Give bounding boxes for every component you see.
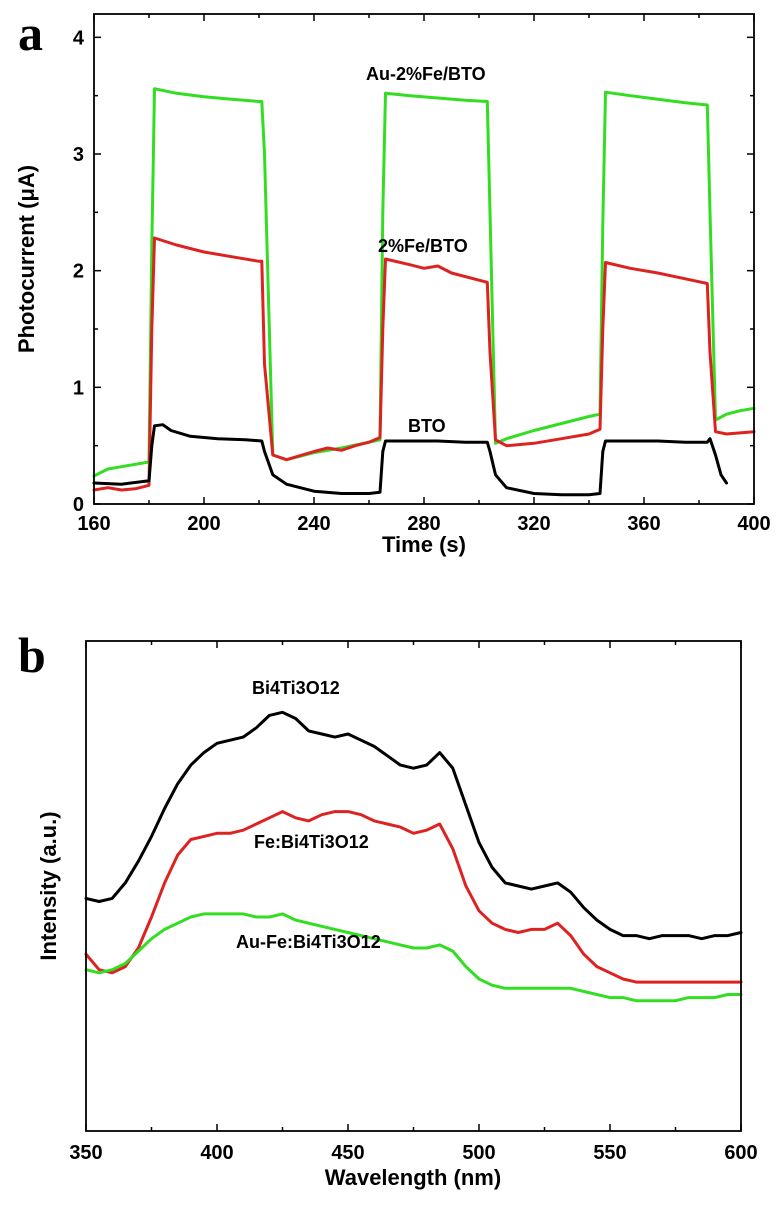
annotation-bi4ti3o12: Bi4Ti3O12: [252, 678, 340, 698]
panel-a-x-ticks: 160 200 240 280 320 360 400: [77, 14, 771, 535]
x-tick-label: 200: [187, 513, 220, 535]
panel-b-x-ticks: 350 400 450 500 550 600: [69, 641, 758, 1164]
y-tick-label: 3: [73, 144, 84, 166]
panel-a-y-ticks: 0 1 2 3 4: [73, 27, 754, 516]
panel-b: b 350 400 450 500 550 600 Wavelength (nm) Int…: [18, 627, 758, 1190]
panel-a: a 160 200 240 280 320 360 400 0 1 2 3 4 Time (s) P…: [14, 5, 771, 557]
x-tick-label: 600: [724, 1142, 757, 1164]
x-tick-label: 320: [517, 513, 550, 535]
annotation-au-2-fe-bto: Au-2%Fe/BTO: [366, 64, 486, 84]
x-tick-label: 400: [200, 1142, 233, 1164]
x-tick-label: 350: [69, 1142, 102, 1164]
panel-a-y-axis-title: Photocurrent (μA): [14, 165, 39, 353]
panel-b-series-group: [84, 710, 743, 1003]
annotation-bto: BTO: [408, 416, 446, 436]
series-line-au-2-fe-bto: [92, 87, 756, 478]
x-tick-label: 550: [593, 1142, 626, 1164]
series-line-au-fe-bi4ti3o12: [84, 912, 743, 1003]
series-line-bto: [92, 423, 728, 497]
panel-a-letter: a: [18, 5, 43, 61]
x-tick-label: 500: [462, 1142, 495, 1164]
panel-a-series-group: [92, 87, 756, 497]
annotation-fe-bi4ti3o12: Fe:Bi4Ti3O12: [254, 832, 369, 852]
panel-b-y-axis-title: Intensity (a.u.): [36, 811, 61, 960]
panel-a-x-axis-title: Time (s): [382, 532, 466, 557]
panel-b-letter: b: [18, 627, 46, 683]
x-tick-label: 400: [737, 513, 770, 535]
series-line-fe-bi4ti3o12: [84, 810, 743, 984]
y-tick-label: 1: [73, 377, 84, 399]
x-tick-label: 160: [77, 513, 110, 535]
y-tick-label: 2: [73, 261, 84, 283]
y-tick-label: 0: [73, 494, 84, 516]
x-tick-label: 360: [627, 513, 660, 535]
annotation-2-fe-bto: 2%Fe/BTO: [378, 236, 468, 256]
x-tick-label: 280: [407, 513, 440, 535]
y-tick-label: 4: [73, 27, 85, 49]
x-tick-label: 240: [297, 513, 330, 535]
panel-b-plot-frame: [85, 640, 742, 1132]
series-line-bi4ti3o12: [84, 710, 743, 941]
series-line-2-fe-bto: [92, 236, 756, 492]
panel-b-x-axis-title: Wavelength (nm): [325, 1165, 501, 1190]
x-tick-label: 450: [331, 1142, 364, 1164]
annotation-au-fe-bi4ti3o12: Au-Fe:Bi4Ti3O12: [236, 932, 381, 952]
